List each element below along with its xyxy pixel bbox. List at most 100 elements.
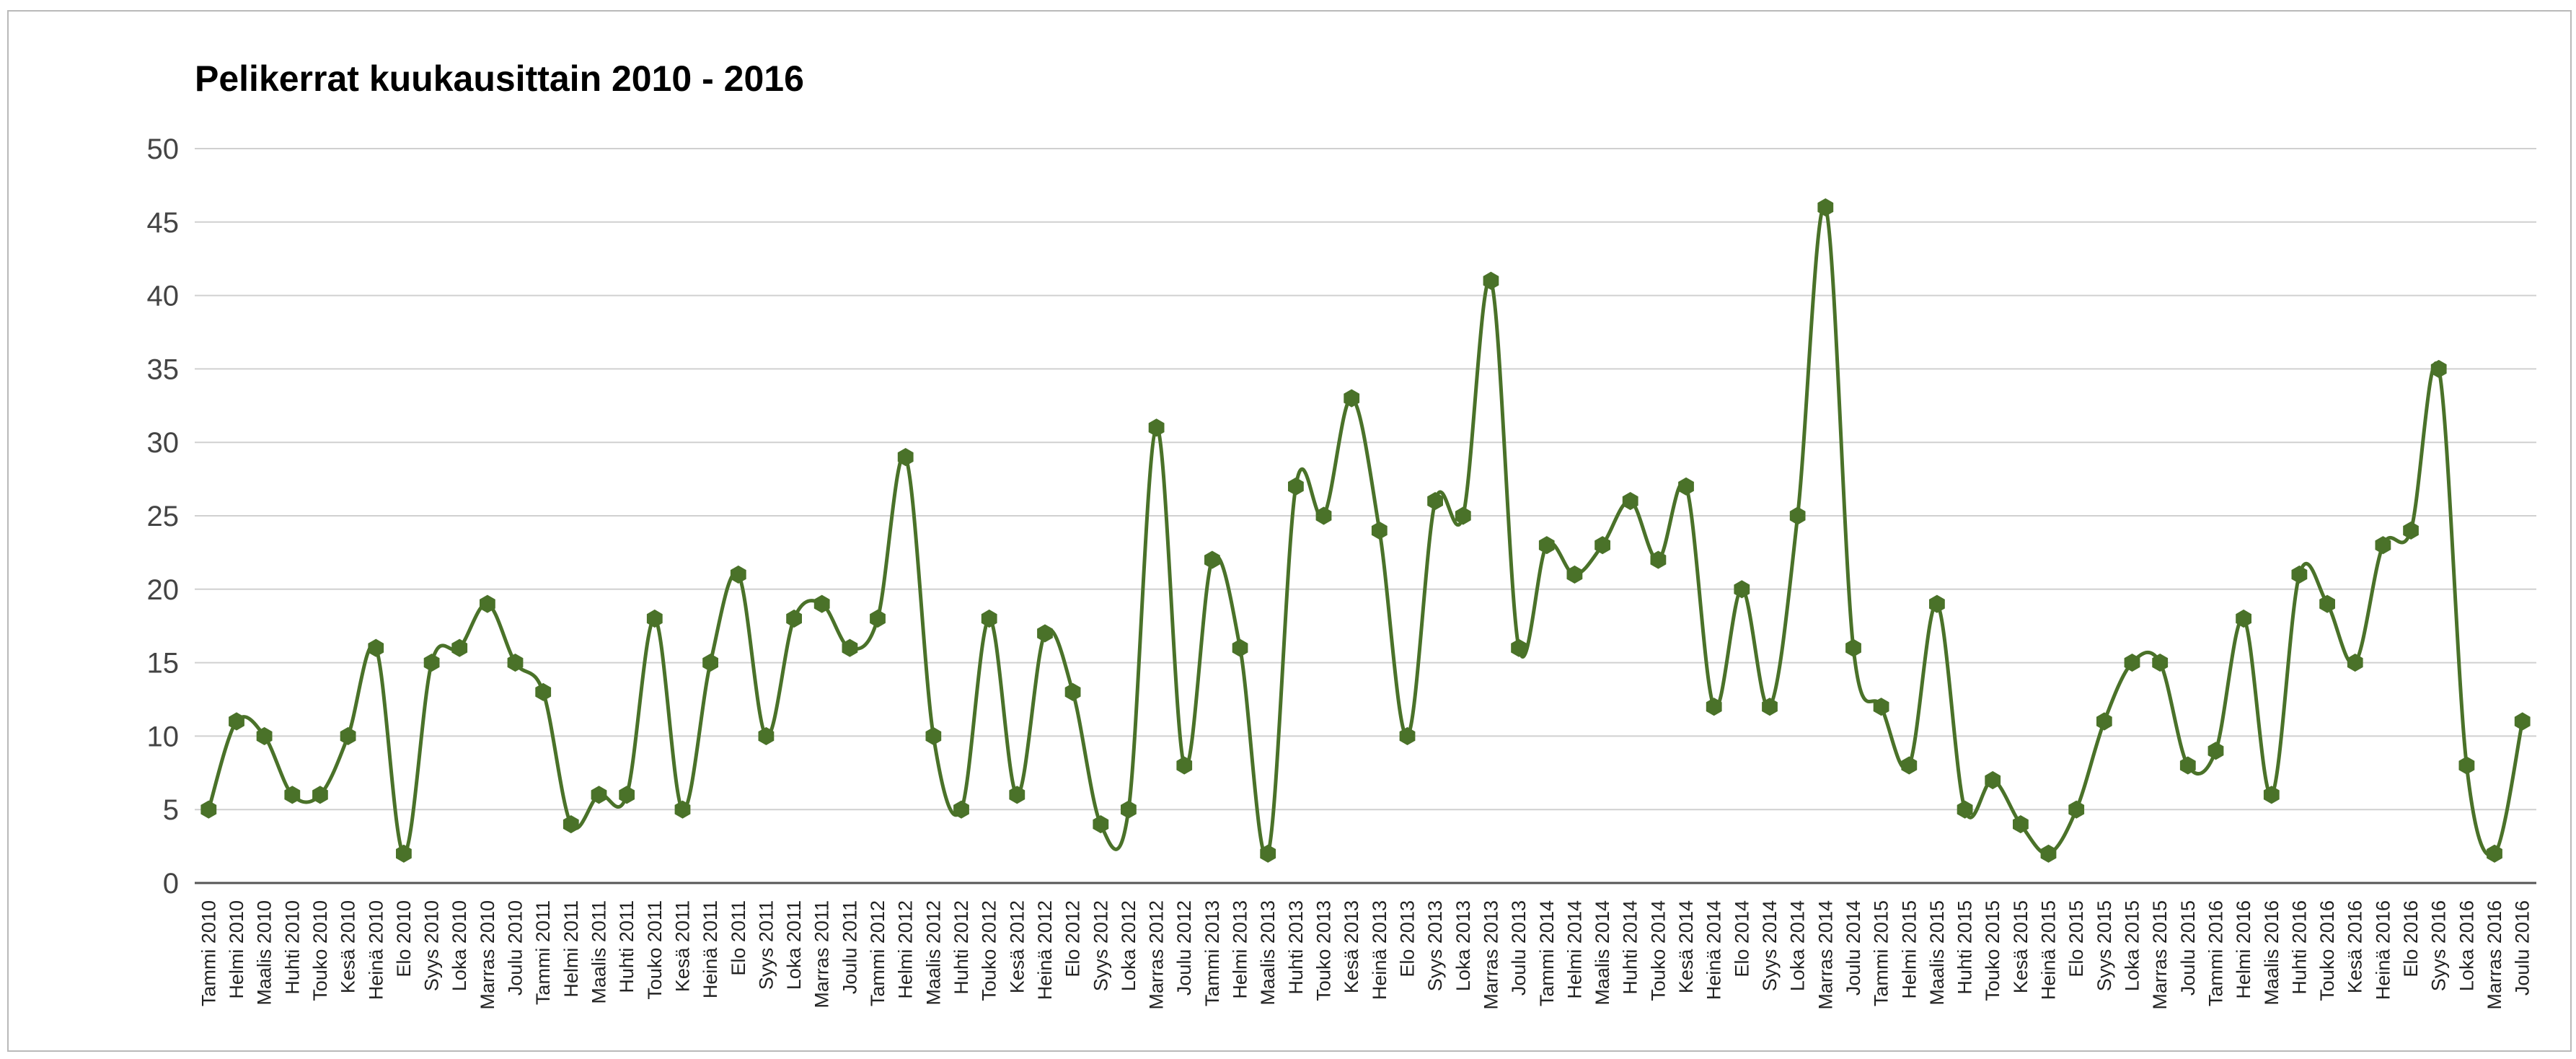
data-point[interactable] bbox=[1121, 800, 1137, 819]
data-point[interactable] bbox=[1204, 550, 1220, 569]
data-point[interactable] bbox=[1901, 756, 1918, 775]
data-point[interactable] bbox=[1985, 770, 2001, 790]
data-point[interactable] bbox=[1650, 550, 1667, 569]
x-tick-label: Maalis 2015 bbox=[1926, 900, 1948, 1006]
x-tick-label: Marras 2012 bbox=[1146, 900, 1168, 1010]
data-point[interactable] bbox=[1009, 786, 1025, 804]
data-point[interactable] bbox=[870, 609, 886, 628]
data-point[interactable] bbox=[2347, 654, 2363, 672]
data-point[interactable] bbox=[284, 786, 301, 804]
x-tick-label: Kesä 2016 bbox=[2345, 900, 2366, 993]
data-point[interactable] bbox=[1427, 492, 1443, 511]
data-point[interactable] bbox=[674, 800, 691, 819]
chart-container[interactable]: Pelikerrat kuukausittain 2010 - 2016 0 5 1… bbox=[7, 10, 2572, 1052]
data-point[interactable] bbox=[2458, 756, 2475, 775]
data-point[interactable] bbox=[229, 712, 244, 731]
data-point[interactable] bbox=[368, 638, 384, 657]
data-point[interactable] bbox=[758, 726, 775, 745]
data-point[interactable] bbox=[480, 594, 495, 613]
data-point[interactable] bbox=[340, 726, 356, 745]
data-point[interactable] bbox=[2040, 844, 2057, 863]
data-point[interactable] bbox=[1232, 638, 1248, 657]
data-point[interactable] bbox=[730, 565, 746, 584]
data-point[interactable] bbox=[1037, 624, 1053, 643]
x-tick-label: Joulu 2010 bbox=[505, 900, 526, 996]
data-point[interactable] bbox=[2487, 844, 2502, 863]
data-point[interactable] bbox=[1315, 506, 1332, 525]
data-point[interactable] bbox=[2013, 815, 2029, 834]
data-point[interactable] bbox=[619, 786, 635, 804]
data-point[interactable] bbox=[1260, 844, 1276, 863]
x-tick-label: Helmi 2014 bbox=[1563, 900, 1585, 999]
data-point[interactable] bbox=[2319, 594, 2335, 613]
data-point[interactable] bbox=[842, 638, 858, 657]
data-point[interactable] bbox=[1176, 756, 1193, 775]
data-point[interactable] bbox=[1817, 198, 1834, 216]
data-point[interactable] bbox=[2179, 756, 2196, 775]
data-point[interactable] bbox=[2375, 536, 2391, 555]
data-point[interactable] bbox=[1622, 492, 1638, 511]
data-point[interactable] bbox=[1538, 536, 1555, 555]
data-point[interactable] bbox=[591, 786, 607, 804]
data-point[interactable] bbox=[2403, 521, 2419, 540]
data-point[interactable] bbox=[535, 682, 552, 701]
data-point[interactable] bbox=[1288, 477, 1304, 496]
x-tick-label: Touko 2012 bbox=[979, 900, 1000, 1001]
data-point[interactable] bbox=[1344, 389, 1360, 408]
data-point[interactable] bbox=[256, 726, 273, 745]
data-point[interactable] bbox=[1706, 698, 1722, 716]
data-point[interactable] bbox=[702, 654, 718, 672]
data-point[interactable] bbox=[1873, 698, 1889, 716]
x-tick-label: Heinä 2015 bbox=[2038, 900, 2060, 1000]
x-tick-label: Maalis 2011 bbox=[588, 900, 609, 1004]
data-point[interactable] bbox=[200, 800, 217, 819]
data-point[interactable] bbox=[1762, 698, 1778, 716]
data-point[interactable] bbox=[2152, 654, 2169, 672]
data-point[interactable] bbox=[2291, 565, 2308, 584]
data-point[interactable] bbox=[2068, 800, 2085, 819]
data-point[interactable] bbox=[1734, 580, 1750, 599]
x-tick-label: Huhti 2013 bbox=[1285, 900, 1307, 995]
data-point[interactable] bbox=[1511, 638, 1527, 657]
data-point[interactable] bbox=[1371, 521, 1388, 540]
data-point[interactable] bbox=[2514, 712, 2531, 731]
data-point[interactable] bbox=[1789, 506, 1806, 525]
data-point[interactable] bbox=[1929, 594, 1945, 613]
data-point[interactable] bbox=[897, 448, 914, 467]
data-point[interactable] bbox=[2096, 712, 2112, 731]
data-point[interactable] bbox=[1483, 271, 1499, 290]
data-point[interactable] bbox=[563, 815, 579, 834]
x-tick-label: Tammi 2016 bbox=[2205, 900, 2226, 1006]
data-point[interactable] bbox=[1678, 477, 1694, 496]
x-tick-label: Syys 2013 bbox=[1424, 900, 1446, 991]
x-tick-label: Elo 2016 bbox=[2400, 900, 2422, 977]
data-point[interactable] bbox=[2263, 786, 2280, 804]
data-point[interactable] bbox=[423, 654, 440, 672]
data-point[interactable] bbox=[2236, 609, 2251, 628]
data-point[interactable] bbox=[1957, 800, 1973, 819]
data-point[interactable] bbox=[1845, 638, 1861, 657]
data-point[interactable] bbox=[786, 609, 802, 628]
data-point[interactable] bbox=[981, 609, 997, 628]
x-tick-label: Maalis 2013 bbox=[1257, 900, 1279, 1006]
data-point[interactable] bbox=[1455, 506, 1471, 525]
data-point[interactable] bbox=[2124, 654, 2140, 672]
data-point[interactable] bbox=[953, 800, 969, 819]
data-point[interactable] bbox=[813, 594, 830, 613]
data-point[interactable] bbox=[2430, 359, 2447, 378]
data-point[interactable] bbox=[1566, 565, 1583, 584]
data-point[interactable] bbox=[1093, 815, 1109, 834]
data-point[interactable] bbox=[507, 654, 524, 672]
data-point[interactable] bbox=[1594, 536, 1610, 555]
data-point[interactable] bbox=[925, 726, 942, 745]
data-point[interactable] bbox=[1148, 418, 1165, 437]
data-point[interactable] bbox=[396, 844, 412, 863]
data-point[interactable] bbox=[646, 609, 663, 628]
data-point[interactable] bbox=[451, 638, 468, 657]
x-tick-label: Maalis 2014 bbox=[1592, 900, 1613, 1006]
data-point[interactable] bbox=[2207, 742, 2224, 760]
data-point[interactable] bbox=[1399, 726, 1416, 745]
y-tick-label-45: 45 bbox=[147, 207, 180, 239]
data-point[interactable] bbox=[312, 786, 328, 804]
data-point[interactable] bbox=[1064, 682, 1081, 701]
